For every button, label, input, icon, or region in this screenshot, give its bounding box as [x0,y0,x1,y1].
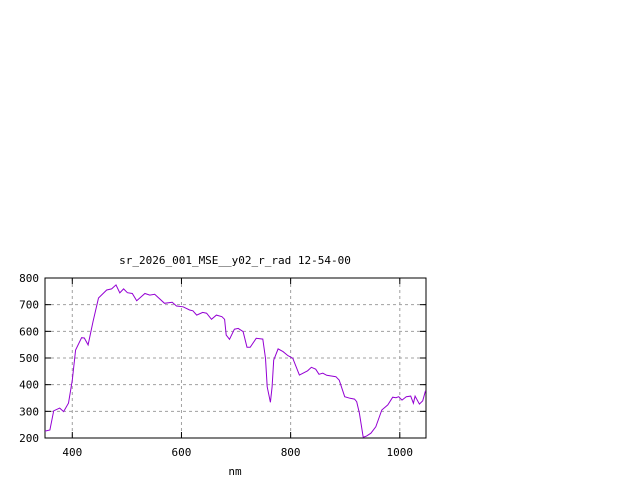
y-tick-label: 500 [19,352,39,365]
x-tick-label: 400 [62,446,82,459]
x-axis-label: nm [228,465,242,478]
series-line [44,284,426,438]
x-tick-label: 600 [172,446,192,459]
y-tick-label: 800 [19,272,39,285]
x-tick-label: 800 [281,446,301,459]
grid [45,278,426,438]
y-tick-label: 700 [19,299,39,312]
chart-title: sr_2026_001_MSE__y02_r_rad 12-54-00 [119,254,351,267]
y-tick-label: 400 [19,379,39,392]
y-tick-label: 200 [19,432,39,445]
y-tick-label: 600 [19,325,39,338]
y-tick-label: 300 [19,405,39,418]
axis-ticks: 200 300 400 500 600 700 800 400 600 800 1000 [19,272,426,459]
x-tick-label: 1000 [387,446,414,459]
plot-frame [44,277,427,439]
